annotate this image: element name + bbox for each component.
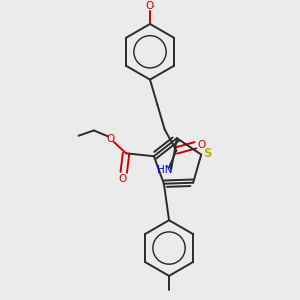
Text: S: S — [203, 147, 212, 160]
Text: O: O — [146, 1, 154, 10]
Text: HN: HN — [157, 165, 172, 176]
Text: O: O — [107, 134, 115, 144]
Text: O: O — [198, 140, 206, 150]
Text: O: O — [118, 174, 126, 184]
